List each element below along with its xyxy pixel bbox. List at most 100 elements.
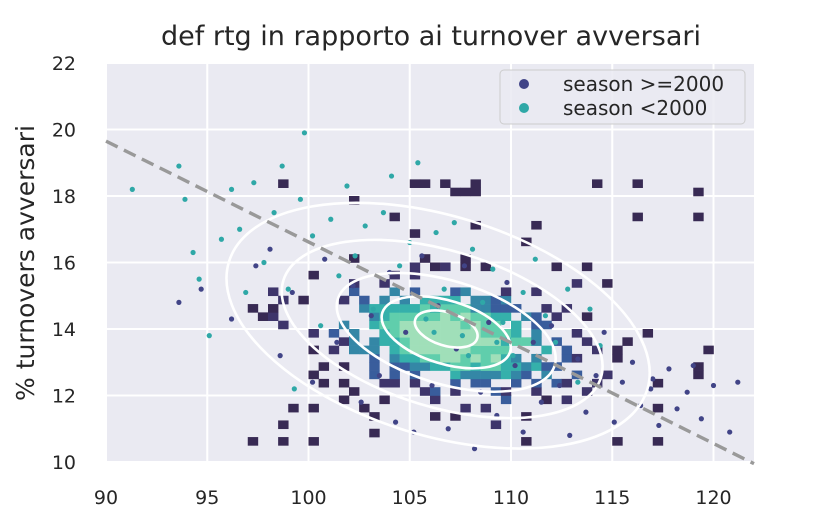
histogram-bin bbox=[571, 279, 583, 288]
point-season-2000-plus bbox=[650, 376, 656, 382]
point-season-pre-2000 bbox=[206, 333, 212, 339]
point-season-pre-2000 bbox=[469, 246, 476, 252]
histogram-bin bbox=[480, 378, 492, 388]
histogram-bin bbox=[450, 370, 461, 380]
histogram-bin bbox=[268, 304, 279, 313]
histogram-bin bbox=[490, 345, 502, 355]
histogram-bin bbox=[409, 262, 421, 272]
histogram-bin bbox=[551, 312, 562, 321]
histogram-bin bbox=[369, 412, 380, 421]
point-season-2000-plus bbox=[690, 362, 696, 369]
histogram-bin bbox=[541, 345, 552, 355]
histogram-bin bbox=[430, 262, 441, 272]
point-season-pre-2000 bbox=[336, 273, 342, 279]
histogram-bin bbox=[480, 329, 492, 338]
histogram-bin bbox=[379, 295, 390, 305]
histogram-bin bbox=[693, 212, 704, 222]
point-season-pre-2000 bbox=[542, 313, 549, 319]
legend-box bbox=[499, 69, 746, 125]
histogram-bin bbox=[480, 353, 492, 363]
histogram-bin bbox=[460, 370, 471, 380]
point-season-pre-2000 bbox=[297, 196, 303, 202]
histogram-bin bbox=[460, 254, 471, 263]
y-tick-label: 12 bbox=[52, 386, 76, 408]
x-tick-label: 105 bbox=[392, 487, 428, 509]
histogram-bin bbox=[541, 304, 552, 313]
density-contour bbox=[225, 201, 651, 450]
point-season-2000-plus bbox=[520, 429, 526, 435]
histogram-bin bbox=[409, 362, 421, 371]
point-season-pre-2000 bbox=[380, 210, 387, 216]
histogram-bin bbox=[511, 320, 522, 330]
y-tick-label: 10 bbox=[52, 452, 76, 474]
histogram-bin bbox=[460, 287, 471, 297]
histogram-bin bbox=[430, 362, 441, 371]
histogram-bin bbox=[409, 179, 421, 188]
histogram-bin bbox=[602, 279, 613, 288]
regression-line-group bbox=[105, 139, 755, 466]
histogram-bin bbox=[318, 378, 330, 388]
point-season-pre-2000 bbox=[451, 220, 457, 226]
histogram-bin bbox=[379, 279, 390, 288]
histogram-bin bbox=[379, 378, 390, 388]
point-season-pre-2000 bbox=[237, 226, 243, 232]
point-season-2000-plus bbox=[735, 379, 741, 385]
point-season-2000-plus bbox=[429, 382, 435, 389]
histogram-bin bbox=[338, 362, 350, 371]
histogram-bin bbox=[430, 345, 441, 355]
histogram-bin bbox=[399, 312, 411, 321]
point-season-pre-2000 bbox=[279, 163, 285, 169]
histogram-bin bbox=[328, 329, 340, 338]
legend-label-1: season <2000 bbox=[563, 96, 707, 120]
point-season-pre-2000 bbox=[182, 196, 188, 202]
histogram-bin bbox=[419, 362, 431, 371]
histogram-bin bbox=[652, 437, 664, 446]
histogram-bin bbox=[440, 353, 451, 363]
point-season-pre-2000 bbox=[291, 386, 297, 392]
histogram-bin bbox=[470, 329, 481, 338]
histogram-bin bbox=[531, 220, 542, 230]
histogram-bin bbox=[541, 362, 552, 371]
histogram-bin bbox=[490, 353, 502, 363]
histogram-bin bbox=[480, 345, 492, 355]
point-season-2000-plus bbox=[504, 279, 510, 286]
histogram-bin bbox=[592, 179, 603, 188]
point-season-pre-2000 bbox=[587, 306, 593, 312]
histogram-bin bbox=[703, 345, 714, 355]
histogram-bin bbox=[399, 345, 411, 355]
histogram-bin bbox=[349, 337, 360, 346]
histogram-bin bbox=[389, 270, 400, 280]
point-season-2000-plus bbox=[727, 429, 733, 435]
histogram-bin bbox=[389, 370, 400, 380]
histogram-bin bbox=[551, 378, 562, 388]
point-season-2000-plus bbox=[198, 286, 204, 292]
histogram-bin bbox=[338, 337, 350, 346]
histogram-bin bbox=[450, 353, 461, 363]
point-season-pre-2000 bbox=[532, 256, 538, 262]
histogram-bin bbox=[581, 337, 593, 346]
histogram-bin bbox=[490, 295, 502, 305]
point-season-pre-2000 bbox=[344, 183, 350, 189]
histogram-bin bbox=[531, 337, 542, 346]
histogram-bin bbox=[389, 304, 400, 313]
histogram-bin bbox=[419, 337, 431, 346]
histogram-bin bbox=[480, 304, 492, 313]
histogram-bin bbox=[450, 287, 461, 297]
histogram-bin bbox=[500, 312, 512, 321]
regression-line bbox=[105, 139, 755, 466]
histogram-bin bbox=[652, 378, 664, 388]
point-season-pre-2000 bbox=[433, 229, 439, 236]
histogram-bin bbox=[470, 312, 481, 321]
histogram-bin bbox=[399, 320, 411, 330]
point-season-pre-2000 bbox=[465, 353, 472, 359]
point-season-pre-2000 bbox=[441, 286, 447, 292]
point-season-pre-2000 bbox=[190, 249, 196, 256]
histogram-bin bbox=[440, 329, 451, 338]
histogram-bin bbox=[247, 437, 259, 446]
point-season-pre-2000 bbox=[243, 289, 249, 296]
histogram-bin bbox=[338, 295, 350, 305]
histogram-bin bbox=[470, 353, 481, 363]
histogram-bin bbox=[409, 378, 421, 388]
histogram-bin bbox=[500, 304, 512, 313]
